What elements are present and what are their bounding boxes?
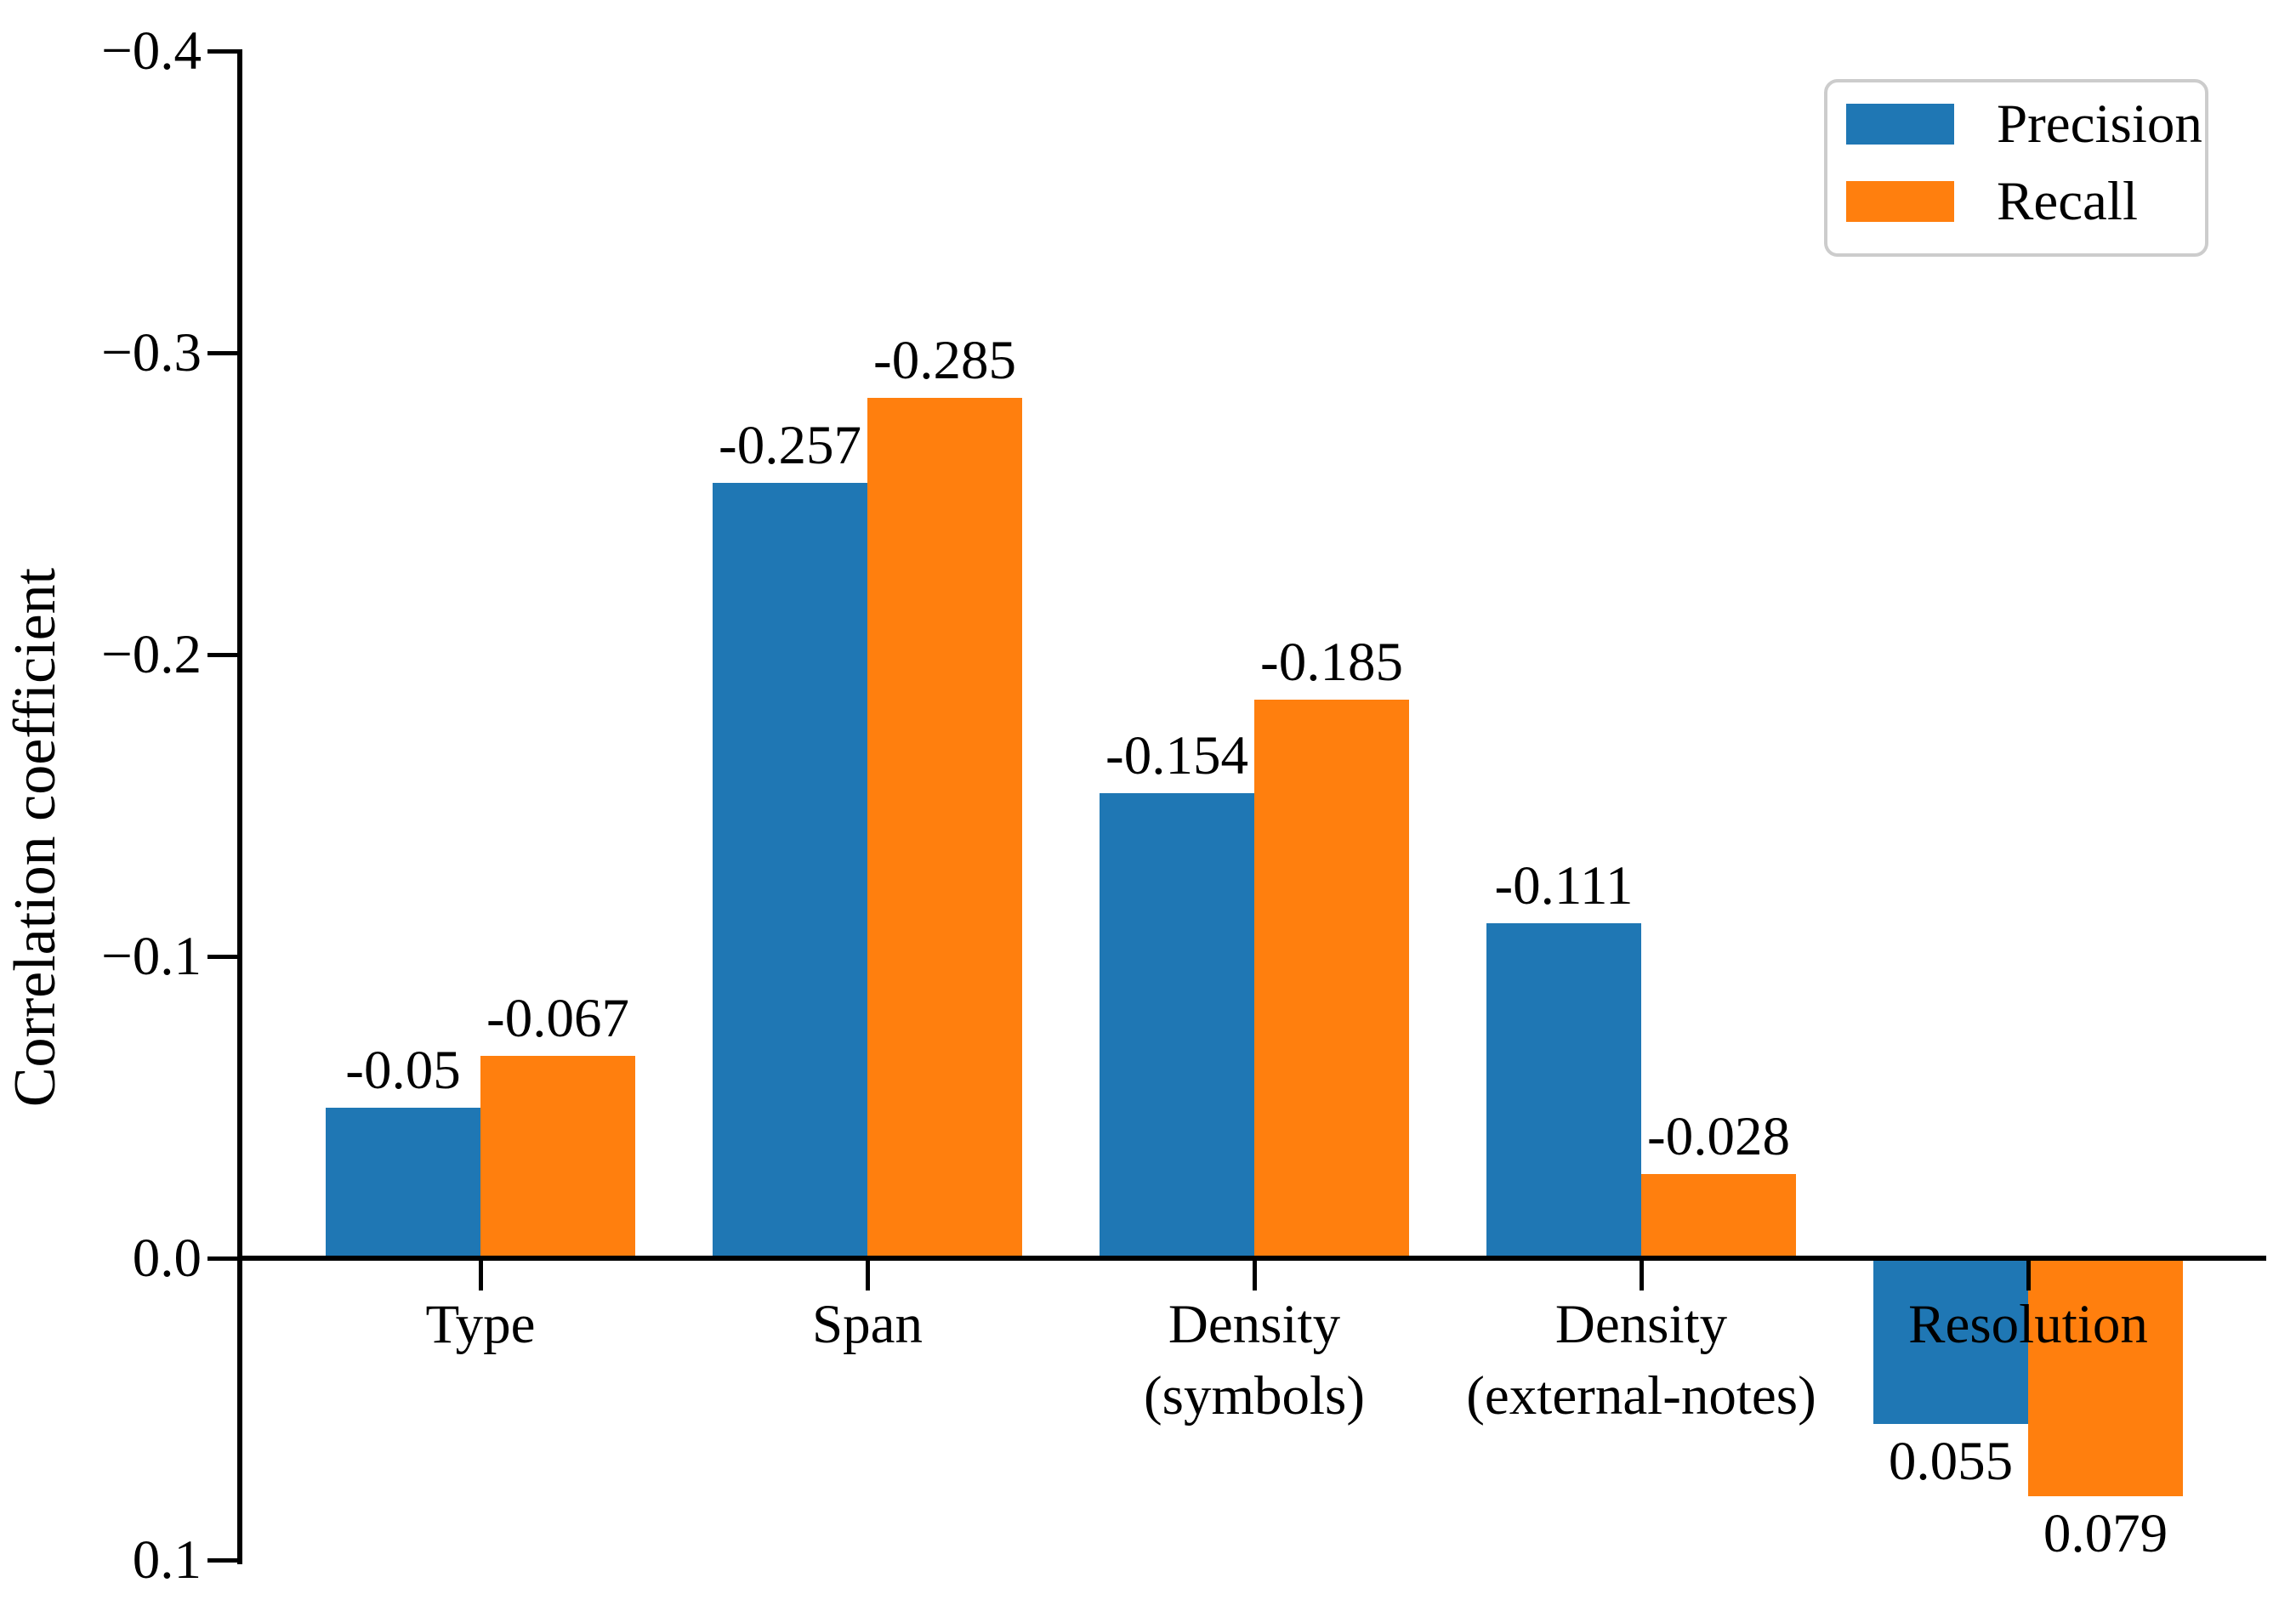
y-tick <box>207 48 237 54</box>
x-tick <box>1639 1261 1644 1291</box>
bar-precision <box>713 482 867 1258</box>
bar-value-label: -0.154 <box>1105 725 1248 787</box>
bar-precision <box>1100 793 1254 1258</box>
legend: Precision Recall <box>1824 79 2208 257</box>
legend-label: Recall <box>1997 171 2139 232</box>
y-tick <box>207 652 237 657</box>
y-axis-spine <box>237 49 242 1564</box>
x-tick <box>478 1261 483 1291</box>
bar-recall <box>867 398 1022 1258</box>
y-tick-label: −0.2 <box>101 624 202 685</box>
y-tick-label: −0.1 <box>101 926 202 987</box>
x-category-label: Density (symbols) <box>1144 1294 1365 1427</box>
bar-value-label: -0.028 <box>1647 1105 1790 1167</box>
legend-label: Precision <box>1997 94 2202 155</box>
y-tick-label: −0.3 <box>101 322 202 383</box>
bar-precision <box>326 1107 480 1258</box>
x-tick <box>2026 1261 2031 1291</box>
bar-value-label: 0.055 <box>1888 1431 2014 1493</box>
y-tick-label: 0.0 <box>132 1228 202 1289</box>
x-tick <box>1252 1261 1257 1291</box>
y-tick <box>207 1557 237 1563</box>
bar-value-label: -0.285 <box>873 330 1016 392</box>
bar-value-label: -0.257 <box>719 414 861 476</box>
x-category-label: Span <box>812 1294 923 1355</box>
y-tick-label: −0.4 <box>101 20 202 82</box>
legend-swatch <box>1846 181 1954 222</box>
bar-recall <box>1641 1173 1796 1258</box>
bar-value-label: -0.067 <box>486 988 629 1050</box>
x-category-label: Resolution <box>1908 1294 2148 1355</box>
y-tick <box>207 350 237 355</box>
y-tick <box>207 954 237 959</box>
legend-entry-recall: Recall <box>1846 171 2205 232</box>
bar-precision <box>1486 922 1641 1258</box>
bar-value-label: -0.05 <box>345 1039 461 1101</box>
legend-entry-precision: Precision <box>1846 94 2205 155</box>
legend-swatch <box>1846 104 1954 145</box>
bar-precision <box>1873 1258 2028 1425</box>
x-category-label: Type <box>425 1294 536 1355</box>
y-tick-label: 0.1 <box>132 1529 202 1591</box>
bar-value-label: 0.079 <box>2043 1503 2168 1565</box>
bar-value-label: -0.185 <box>1260 632 1403 694</box>
bar-recall <box>480 1056 635 1258</box>
x-tick <box>865 1261 870 1291</box>
y-tick <box>207 1256 237 1261</box>
x-axis-zero-line <box>237 1256 2266 1261</box>
bar-recall <box>2028 1258 2183 1497</box>
bar-value-label: -0.111 <box>1494 854 1634 916</box>
x-category-label: Density (external-notes) <box>1466 1294 1816 1427</box>
bar-recall <box>1254 700 1409 1258</box>
